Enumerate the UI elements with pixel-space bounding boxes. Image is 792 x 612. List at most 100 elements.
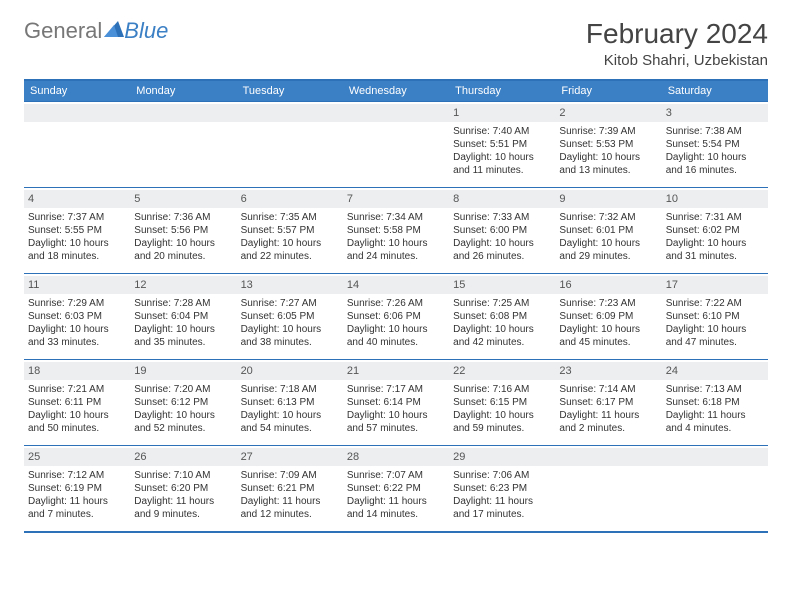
- calendar-cell: [343, 101, 449, 187]
- daylight-text: Daylight: 11 hours and 14 minutes.: [347, 495, 445, 521]
- sunrise-text: Sunrise: 7:25 AM: [453, 297, 551, 310]
- day-number: [24, 104, 130, 122]
- calendar-cell: 18Sunrise: 7:21 AMSunset: 6:11 PMDayligh…: [24, 359, 130, 445]
- calendar-cell: 28Sunrise: 7:07 AMSunset: 6:22 PMDayligh…: [343, 445, 449, 531]
- calendar-cell: 8Sunrise: 7:33 AMSunset: 6:00 PMDaylight…: [449, 187, 555, 273]
- sunset-text: Sunset: 6:08 PM: [453, 310, 551, 323]
- daylight-text: Daylight: 10 hours and 18 minutes.: [28, 237, 126, 263]
- daylight-text: Daylight: 10 hours and 24 minutes.: [347, 237, 445, 263]
- daylight-text: Daylight: 11 hours and 4 minutes.: [666, 409, 764, 435]
- calendar-cell: 21Sunrise: 7:17 AMSunset: 6:14 PMDayligh…: [343, 359, 449, 445]
- day-number: 27: [237, 448, 343, 466]
- daylight-text: Daylight: 11 hours and 17 minutes.: [453, 495, 551, 521]
- sunset-text: Sunset: 6:09 PM: [559, 310, 657, 323]
- calendar-cell: 27Sunrise: 7:09 AMSunset: 6:21 PMDayligh…: [237, 445, 343, 531]
- day-number: [343, 104, 449, 122]
- sunrise-text: Sunrise: 7:34 AM: [347, 211, 445, 224]
- sunset-text: Sunset: 6:11 PM: [28, 396, 126, 409]
- daylight-text: Daylight: 10 hours and 26 minutes.: [453, 237, 551, 263]
- calendar-cell: 1Sunrise: 7:40 AMSunset: 5:51 PMDaylight…: [449, 101, 555, 187]
- sunset-text: Sunset: 6:13 PM: [241, 396, 339, 409]
- day-number: 26: [130, 448, 236, 466]
- sunset-text: Sunset: 6:20 PM: [134, 482, 232, 495]
- calendar-cell: 19Sunrise: 7:20 AMSunset: 6:12 PMDayligh…: [130, 359, 236, 445]
- day-number: 13: [237, 276, 343, 294]
- daylight-text: Daylight: 10 hours and 57 minutes.: [347, 409, 445, 435]
- sunrise-text: Sunrise: 7:35 AM: [241, 211, 339, 224]
- calendar-cell: 13Sunrise: 7:27 AMSunset: 6:05 PMDayligh…: [237, 273, 343, 359]
- day-number: 22: [449, 362, 555, 380]
- day-number: [130, 104, 236, 122]
- calendar-cell: 25Sunrise: 7:12 AMSunset: 6:19 PMDayligh…: [24, 445, 130, 531]
- day-header: Friday: [555, 81, 661, 101]
- sunrise-text: Sunrise: 7:21 AM: [28, 383, 126, 396]
- day-number: 6: [237, 190, 343, 208]
- sunset-text: Sunset: 6:17 PM: [559, 396, 657, 409]
- day-number: 3: [662, 104, 768, 122]
- day-number: 14: [343, 276, 449, 294]
- calendar-cell: 22Sunrise: 7:16 AMSunset: 6:15 PMDayligh…: [449, 359, 555, 445]
- daylight-text: Daylight: 10 hours and 22 minutes.: [241, 237, 339, 263]
- day-number: 28: [343, 448, 449, 466]
- day-number: 25: [24, 448, 130, 466]
- calendar-cell: 4Sunrise: 7:37 AMSunset: 5:55 PMDaylight…: [24, 187, 130, 273]
- sunset-text: Sunset: 5:53 PM: [559, 138, 657, 151]
- calendar-cell: 5Sunrise: 7:36 AMSunset: 5:56 PMDaylight…: [130, 187, 236, 273]
- daylight-text: Daylight: 10 hours and 29 minutes.: [559, 237, 657, 263]
- calendar-bottom-border: [24, 531, 768, 533]
- day-number: 1: [449, 104, 555, 122]
- day-number: 12: [130, 276, 236, 294]
- sunset-text: Sunset: 6:06 PM: [347, 310, 445, 323]
- day-number: 4: [24, 190, 130, 208]
- day-number: [237, 104, 343, 122]
- calendar-cell: 3Sunrise: 7:38 AMSunset: 5:54 PMDaylight…: [662, 101, 768, 187]
- location: Kitob Shahri, Uzbekistan: [586, 52, 768, 69]
- sunrise-text: Sunrise: 7:07 AM: [347, 469, 445, 482]
- sunrise-text: Sunrise: 7:16 AM: [453, 383, 551, 396]
- triangle-icon: [104, 21, 124, 42]
- sunset-text: Sunset: 6:14 PM: [347, 396, 445, 409]
- daylight-text: Daylight: 10 hours and 13 minutes.: [559, 151, 657, 177]
- daylight-text: Daylight: 10 hours and 11 minutes.: [453, 151, 551, 177]
- day-number: 7: [343, 190, 449, 208]
- day-number: 20: [237, 362, 343, 380]
- sunrise-text: Sunrise: 7:32 AM: [559, 211, 657, 224]
- sunrise-text: Sunrise: 7:09 AM: [241, 469, 339, 482]
- day-number: 23: [555, 362, 661, 380]
- sunset-text: Sunset: 5:51 PM: [453, 138, 551, 151]
- calendar-cell: 10Sunrise: 7:31 AMSunset: 6:02 PMDayligh…: [662, 187, 768, 273]
- calendar-cell: 24Sunrise: 7:13 AMSunset: 6:18 PMDayligh…: [662, 359, 768, 445]
- day-number: 29: [449, 448, 555, 466]
- logo-text-general: General: [24, 18, 102, 44]
- sunrise-text: Sunrise: 7:10 AM: [134, 469, 232, 482]
- sunrise-text: Sunrise: 7:39 AM: [559, 125, 657, 138]
- daylight-text: Daylight: 11 hours and 12 minutes.: [241, 495, 339, 521]
- day-number: 18: [24, 362, 130, 380]
- sunrise-text: Sunrise: 7:18 AM: [241, 383, 339, 396]
- calendar-cell: 7 Sunrise: 7:34 AMSunset: 5:58 PMDaylight…: [343, 187, 449, 273]
- day-number: 2: [555, 104, 661, 122]
- sunrise-text: Sunrise: 7:26 AM: [347, 297, 445, 310]
- daylight-text: Daylight: 10 hours and 42 minutes.: [453, 323, 551, 349]
- sunrise-text: Sunrise: 7:38 AM: [666, 125, 764, 138]
- sunset-text: Sunset: 6:19 PM: [28, 482, 126, 495]
- daylight-text: Daylight: 10 hours and 45 minutes.: [559, 323, 657, 349]
- day-number: 10: [662, 190, 768, 208]
- logo-text-blue: Blue: [124, 18, 168, 44]
- calendar-cell: 12Sunrise: 7:28 AMSunset: 6:04 PMDayligh…: [130, 273, 236, 359]
- logo: General Blue: [24, 18, 168, 44]
- calendar-cell: 15 Sunrise: 7:25 AMSunset: 6:08 PMDayligh…: [449, 273, 555, 359]
- calendar-grid: SundayMondayTuesdayWednesdayThursdayFrid…: [24, 79, 768, 531]
- sunrise-text: Sunrise: 7:20 AM: [134, 383, 232, 396]
- sunset-text: Sunset: 6:10 PM: [666, 310, 764, 323]
- day-number: 15: [449, 276, 555, 294]
- day-header: Wednesday: [343, 81, 449, 101]
- daylight-text: Daylight: 10 hours and 16 minutes.: [666, 151, 764, 177]
- day-number: [662, 448, 768, 466]
- calendar-cell: 26Sunrise: 7:10 AMSunset: 6:20 PMDayligh…: [130, 445, 236, 531]
- sunset-text: Sunset: 5:57 PM: [241, 224, 339, 237]
- sunrise-text: Sunrise: 7:29 AM: [28, 297, 126, 310]
- sunrise-text: Sunrise: 7:36 AM: [134, 211, 232, 224]
- day-number: 17: [662, 276, 768, 294]
- sunset-text: Sunset: 5:58 PM: [347, 224, 445, 237]
